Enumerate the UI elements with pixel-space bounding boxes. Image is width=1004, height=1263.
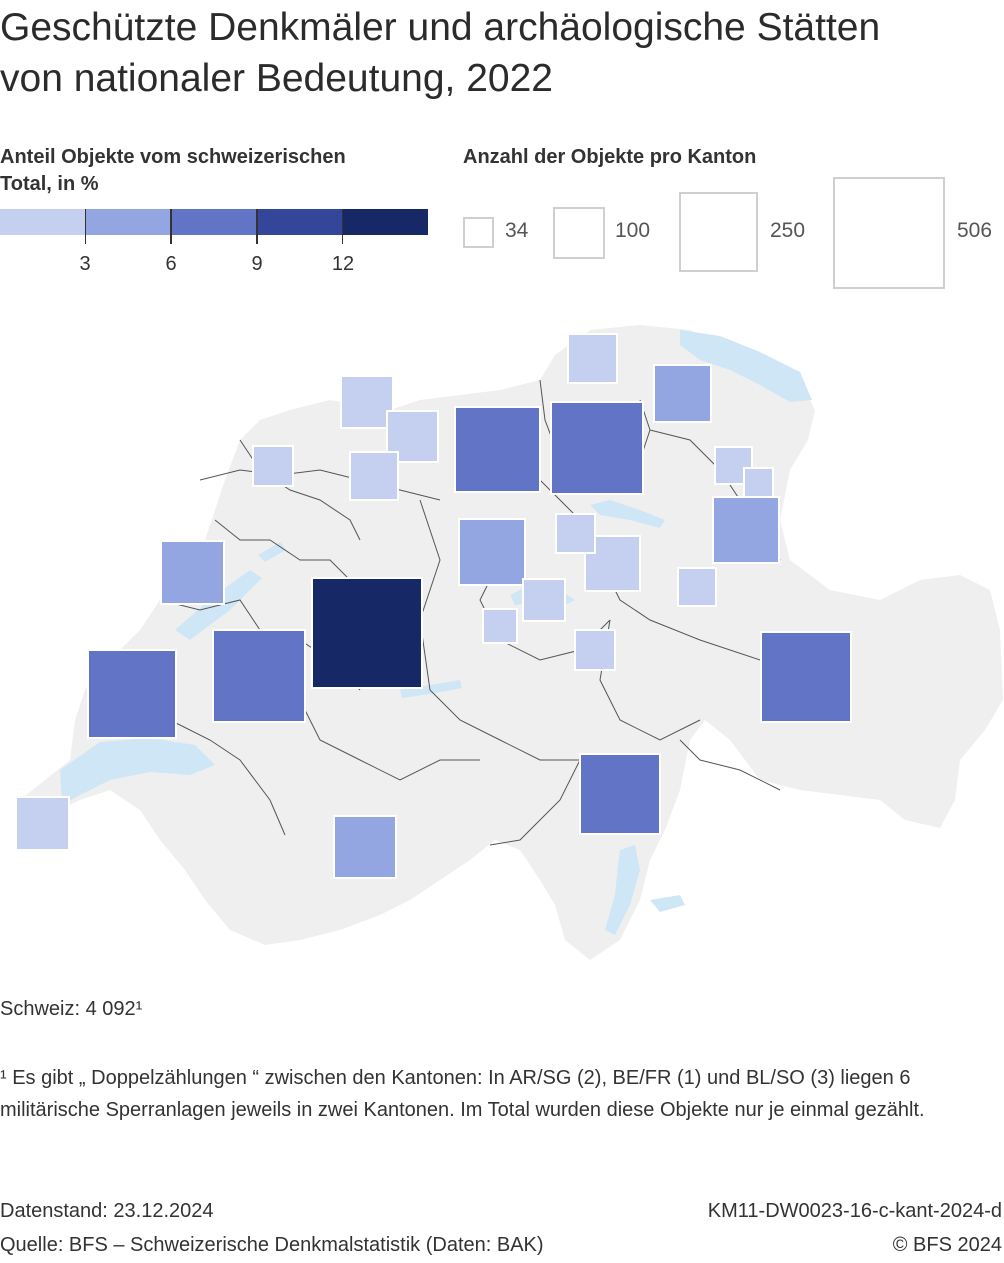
canton-symbol xyxy=(454,406,541,493)
size-legend-label-34: 34 xyxy=(505,219,529,242)
title-line-2: von nationaler Bedeutung, 2022 xyxy=(0,57,553,100)
canton-symbol xyxy=(349,451,399,501)
size-legend-box-34 xyxy=(463,217,494,248)
color-tick-label: 9 xyxy=(251,253,263,275)
color-legend-title: Anteil Objekte vom schweizerischen Total… xyxy=(0,144,420,198)
lake-constance xyxy=(680,330,812,402)
color-scale-segment-2 xyxy=(85,209,172,235)
color-scale-segment-4 xyxy=(256,209,343,235)
switzerland-map xyxy=(15,325,1003,960)
size-legend-box-506 xyxy=(833,177,945,289)
canton-symbol xyxy=(555,513,596,554)
color-scale-segment-1 xyxy=(0,209,86,235)
canton-symbol xyxy=(579,753,661,835)
source: Quelle: BFS – Schweizerische Denkmalstat… xyxy=(0,1234,544,1256)
color-tick-line xyxy=(170,209,172,244)
title-line-1: Geschützte Denkmäler und archäologische … xyxy=(0,6,881,49)
color-tick-label: 6 xyxy=(165,253,177,275)
size-legend-label-506: 506 xyxy=(957,219,993,242)
size-legend-label-250: 250 xyxy=(770,219,806,242)
canton-symbols xyxy=(15,333,852,879)
canton-symbol xyxy=(567,333,618,384)
chart-code: KM11-DW0023-16-c-kant-2024-d xyxy=(707,1200,1002,1222)
color-tick-line xyxy=(256,209,258,244)
size-legend-title: Anzahl der Objekte pro Kanton xyxy=(463,146,757,168)
size-legend-box-250 xyxy=(679,192,758,272)
canton-symbol xyxy=(458,518,526,586)
canton-symbol xyxy=(712,496,780,564)
color-scale-segment-3 xyxy=(171,209,257,235)
canton-symbol xyxy=(333,815,397,879)
lake-bienne xyxy=(258,542,286,562)
canton-symbol xyxy=(340,375,394,429)
canton-symbol xyxy=(653,364,712,423)
lake-thun-brienz xyxy=(400,680,462,698)
chart-title: Geschützte Denkmäler und archäologische … xyxy=(0,2,1000,104)
lake-geneva xyxy=(60,738,215,805)
footnote: ¹ Es gibt „ Doppelzählungen “ zwischen d… xyxy=(0,1067,925,1121)
color-tick-line xyxy=(84,209,86,244)
color-tick-label: 3 xyxy=(79,253,91,275)
copyright: © BFS 2024 xyxy=(892,1234,1002,1256)
canton-symbol xyxy=(677,567,717,607)
canton-symbol xyxy=(482,608,518,644)
canton-symbol xyxy=(311,577,423,689)
color-legend-title-line-1: Anteil Objekte vom schweizerischen xyxy=(0,146,346,168)
canton-symbol xyxy=(252,445,294,487)
lake-zurich xyxy=(590,500,665,528)
color-tick-line xyxy=(341,209,343,244)
canton-symbol xyxy=(522,578,566,622)
color-scale-bar xyxy=(0,209,428,235)
canton-symbol xyxy=(212,629,306,723)
data-status: Datenstand: 23.12.2024 xyxy=(0,1195,214,1227)
swiss-total: Schweiz: 4 092¹ xyxy=(0,998,143,1020)
lake-maggiore xyxy=(605,845,640,935)
canton-symbol xyxy=(743,467,774,498)
color-scale-segment-5 xyxy=(342,209,428,235)
size-legend-label-100: 100 xyxy=(615,219,651,242)
size-legend-box-100 xyxy=(553,207,605,259)
data-status-label: Datenstand: xyxy=(0,1200,108,1222)
color-legend-title-line-2: Total, in % xyxy=(0,173,99,195)
canton-symbol xyxy=(160,540,225,605)
lake-lugano xyxy=(650,895,685,912)
canton-symbol xyxy=(550,401,644,495)
color-tick-label: 12 xyxy=(331,253,355,275)
canton-symbol xyxy=(574,629,616,671)
data-status-value: 23.12.2024 xyxy=(113,1200,214,1222)
canton-symbol xyxy=(15,796,70,851)
canton-symbol xyxy=(87,649,177,739)
canton-symbol xyxy=(760,631,852,723)
